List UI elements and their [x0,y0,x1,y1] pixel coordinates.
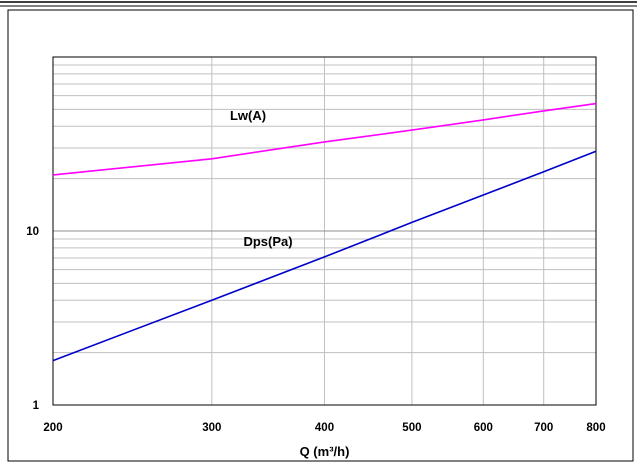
x-axis-title: Q (m³/h) [300,444,350,459]
chart-area-border [7,9,634,462]
x-tick-labels: 200 300 400 500 600 700 800 [43,422,605,434]
x-tick-label: 700 [534,422,553,434]
plot-area-border [52,56,597,406]
x-tick-label: 400 [315,422,334,434]
series-labels: Lw(A) Dps(Pa) [230,108,293,249]
x-tick-label: 600 [474,422,493,434]
series-layer [52,102,597,362]
y-tick-label: 10 [26,226,39,238]
series-line-dps-pa [52,150,597,362]
x-tick-label: 300 [202,422,221,434]
y-tick-labels: 1 10 [26,226,39,412]
x-tick-label: 200 [43,422,62,434]
series-label-lw-a: Lw(A) [230,108,266,123]
x-tick-label: 500 [402,422,421,434]
grid [53,57,596,405]
series-label-dps-pa: Dps(Pa) [243,234,292,249]
y-tick-label: 1 [33,400,40,412]
x-tick-label: 800 [586,422,605,434]
series-line-lw-a [52,102,597,176]
